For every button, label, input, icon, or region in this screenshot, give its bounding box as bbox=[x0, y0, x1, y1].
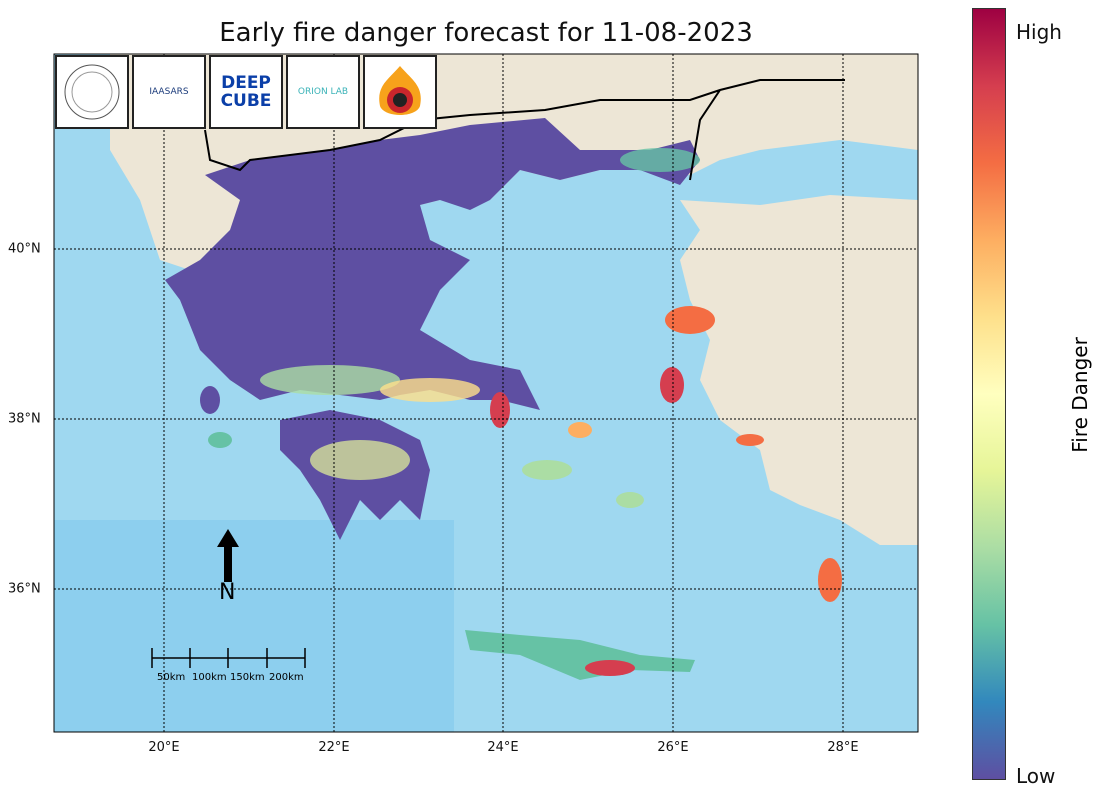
logo-noa bbox=[55, 55, 129, 129]
y-tick: 38°N bbox=[8, 411, 41, 427]
islands bbox=[200, 306, 842, 602]
logo-iaasars: IAASARS bbox=[132, 55, 206, 129]
scale-bar bbox=[151, 648, 306, 668]
x-tick: 20°E bbox=[148, 740, 180, 755]
colorbar-high-label: High bbox=[1016, 20, 1062, 44]
colorbar bbox=[972, 8, 1006, 780]
colorbar-low-label: Low bbox=[1016, 764, 1056, 788]
y-tick: 40°N bbox=[8, 241, 41, 257]
graticule bbox=[54, 54, 918, 732]
map-title: Early fire danger forecast for 11-08-202… bbox=[219, 18, 753, 48]
north-label: N bbox=[219, 580, 236, 605]
north-arrow-icon bbox=[217, 529, 239, 582]
map-frame bbox=[53, 53, 919, 733]
scale-label: 50km bbox=[157, 672, 186, 683]
scale-label: 200km bbox=[269, 672, 304, 683]
deep-sea bbox=[54, 520, 454, 732]
scale-label: 100km bbox=[192, 672, 227, 683]
x-tick: 28°E bbox=[827, 740, 859, 755]
logo-fire-service bbox=[363, 55, 437, 129]
crete bbox=[465, 630, 695, 680]
greece-mainland bbox=[165, 118, 700, 410]
turkey-land bbox=[680, 195, 918, 545]
logo-bar: IAASARS DEEP CUBE ORION LAB bbox=[55, 55, 437, 129]
x-tick: 22°E bbox=[318, 740, 350, 755]
y-tick: 36°N bbox=[8, 581, 41, 597]
logo-deepcube: DEEP CUBE bbox=[209, 55, 283, 129]
logo-orion-lab: ORION LAB bbox=[286, 55, 360, 129]
x-tick: 24°E bbox=[487, 740, 519, 755]
scale-label: 150km bbox=[230, 672, 265, 683]
crete-high-danger bbox=[585, 660, 635, 676]
danger-patches bbox=[260, 148, 700, 480]
country-border bbox=[204, 79, 845, 181]
x-tick: 26°E bbox=[657, 740, 689, 755]
colorbar-title: Fire Danger bbox=[1068, 337, 1092, 453]
